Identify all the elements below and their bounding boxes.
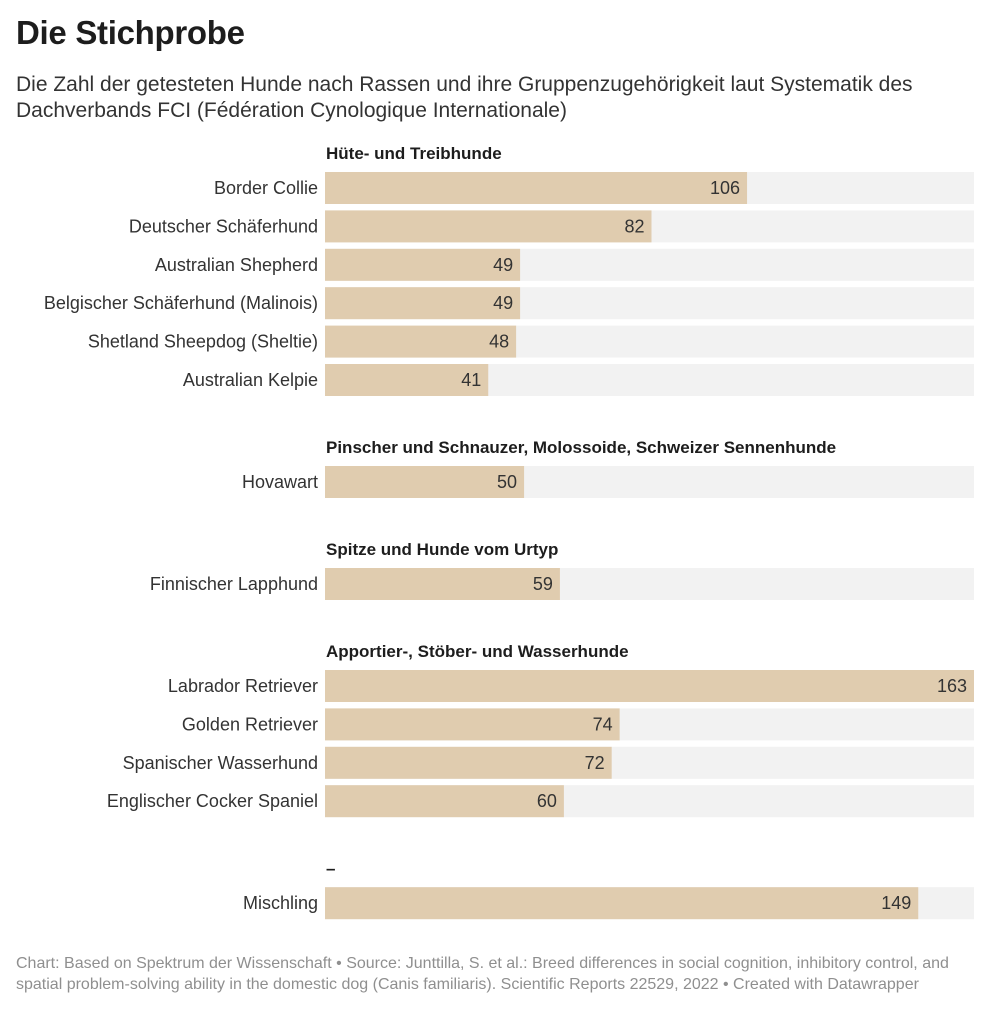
group-3-header: Apportier-, Stöber- und Wasserhunde bbox=[326, 642, 629, 661]
bar bbox=[325, 466, 525, 498]
value-label: 82 bbox=[624, 216, 644, 236]
value-label: 106 bbox=[710, 178, 740, 198]
value-label: 59 bbox=[533, 574, 553, 594]
category-label: Golden Retriever bbox=[182, 714, 318, 734]
group-0-header: Hüte- und Treibhunde bbox=[326, 144, 502, 163]
bar bbox=[325, 364, 489, 396]
bar bbox=[325, 887, 919, 920]
bar bbox=[325, 210, 652, 243]
category-label: Labrador Retriever bbox=[168, 676, 318, 696]
value-label: 49 bbox=[493, 255, 513, 275]
chart-footer: Chart: Based on Spektrum der Wissenschaf… bbox=[16, 955, 949, 993]
value-label: 41 bbox=[461, 370, 481, 390]
bar bbox=[325, 708, 620, 741]
bar bbox=[325, 746, 612, 779]
bar bbox=[325, 287, 521, 320]
value-label: 49 bbox=[493, 293, 513, 313]
chart-title: Die Stichprobe bbox=[16, 14, 245, 51]
category-label: Spanischer Wasserhund bbox=[123, 753, 318, 773]
group-2-header: Spitze und Hunde vom Urtyp bbox=[326, 540, 558, 559]
category-label: Australian Shepherd bbox=[155, 255, 318, 275]
category-label: Deutscher Schäferhund bbox=[129, 216, 318, 236]
category-label: Border Collie bbox=[214, 178, 318, 198]
group-1-header: Pinscher und Schnauzer, Molossoide, Schw… bbox=[326, 438, 836, 457]
value-label: 48 bbox=[489, 332, 509, 352]
chart-subtitle: Die Zahl der getesteten Hunde nach Rasse… bbox=[16, 73, 913, 122]
bar-chart: Hüte- und Treibhunde Border Collie 106 Deut… bbox=[44, 144, 974, 920]
group-4-header: – bbox=[326, 859, 335, 878]
value-label: 60 bbox=[537, 791, 557, 811]
bar bbox=[325, 670, 974, 702]
bar bbox=[325, 568, 560, 600]
value-label: 163 bbox=[937, 676, 967, 696]
category-label: Australian Kelpie bbox=[183, 370, 318, 390]
value-label: 74 bbox=[593, 714, 613, 734]
category-label: Finnischer Lapphund bbox=[150, 574, 318, 594]
bar bbox=[325, 325, 517, 358]
category-label: Hovawart bbox=[242, 472, 318, 492]
value-label: 149 bbox=[881, 893, 911, 913]
value-label: 72 bbox=[585, 753, 605, 773]
category-label: Mischling bbox=[243, 893, 318, 913]
bar bbox=[325, 785, 564, 818]
value-label: 50 bbox=[497, 472, 517, 492]
category-label: Belgischer Schäferhund (Malinois) bbox=[44, 293, 318, 313]
category-label: Shetland Sheepdog (Sheltie) bbox=[88, 332, 318, 352]
category-label: Englischer Cocker Spaniel bbox=[107, 791, 318, 811]
bar bbox=[325, 172, 748, 204]
bar bbox=[325, 248, 521, 281]
